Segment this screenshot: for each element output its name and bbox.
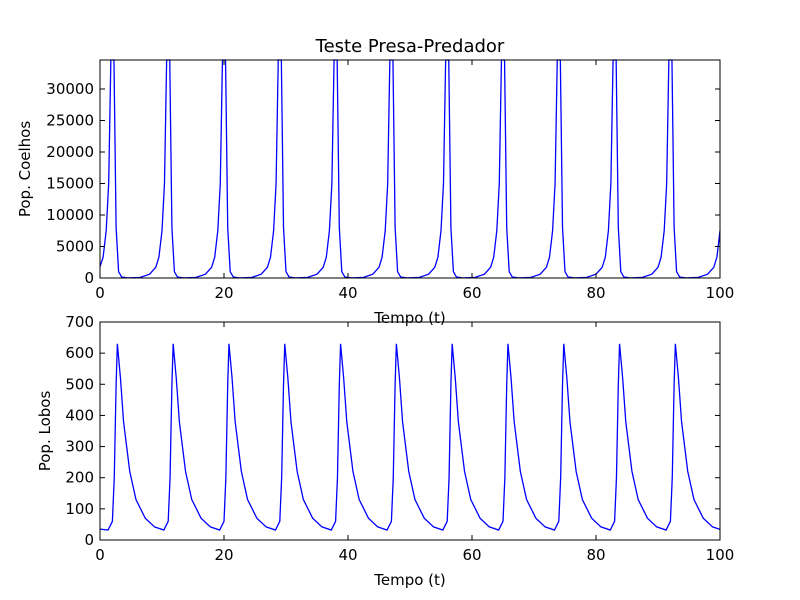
y-tick-label: 0 bbox=[84, 269, 94, 287]
x-tick-label: 40 bbox=[338, 546, 357, 564]
x-tick-label: 0 bbox=[95, 284, 105, 302]
y-tick-label: 200 bbox=[65, 469, 94, 487]
y-tick-label: 100 bbox=[65, 500, 94, 518]
y-tick-label: 20000 bbox=[46, 143, 94, 161]
y-tick-label: 5000 bbox=[56, 237, 94, 255]
y-tick-label: 400 bbox=[65, 406, 94, 424]
axes-frame bbox=[99, 59, 721, 279]
chart-title: Teste Presa-Predador bbox=[315, 36, 505, 57]
y-tick-label: 25000 bbox=[46, 111, 94, 129]
x-tick-label: 80 bbox=[586, 284, 605, 302]
y-tick-label: 0 bbox=[84, 531, 94, 549]
x-tick-label: 80 bbox=[586, 546, 605, 564]
y-axis-label: Pop. Lobos bbox=[36, 391, 54, 472]
x-tick-label: 40 bbox=[338, 284, 357, 302]
axes-frame bbox=[99, 321, 721, 541]
x-tick-label: 20 bbox=[214, 284, 233, 302]
x-tick-label: 0 bbox=[95, 546, 105, 564]
x-axis-label: Tempo (t) bbox=[373, 571, 446, 589]
y-tick-label: 30000 bbox=[46, 80, 94, 98]
y-axis-label: Pop. Coelhos bbox=[16, 121, 34, 217]
x-tick-label: 60 bbox=[462, 546, 481, 564]
y-tick-label: 500 bbox=[65, 375, 94, 393]
y-tick-label: 600 bbox=[65, 344, 94, 362]
data-line bbox=[99, 343, 721, 531]
y-tick-label: 700 bbox=[65, 313, 94, 331]
y-tick-label: 15000 bbox=[46, 174, 94, 192]
data-line bbox=[99, 59, 721, 279]
x-tick-label: 100 bbox=[706, 284, 735, 302]
x-tick-label: 20 bbox=[214, 546, 233, 564]
y-tick-label: 10000 bbox=[46, 206, 94, 224]
y-tick-label: 300 bbox=[65, 438, 94, 456]
x-tick-label: 100 bbox=[706, 546, 735, 564]
x-axis-label: Tempo (t) bbox=[373, 309, 446, 327]
x-tick-label: 60 bbox=[462, 284, 481, 302]
